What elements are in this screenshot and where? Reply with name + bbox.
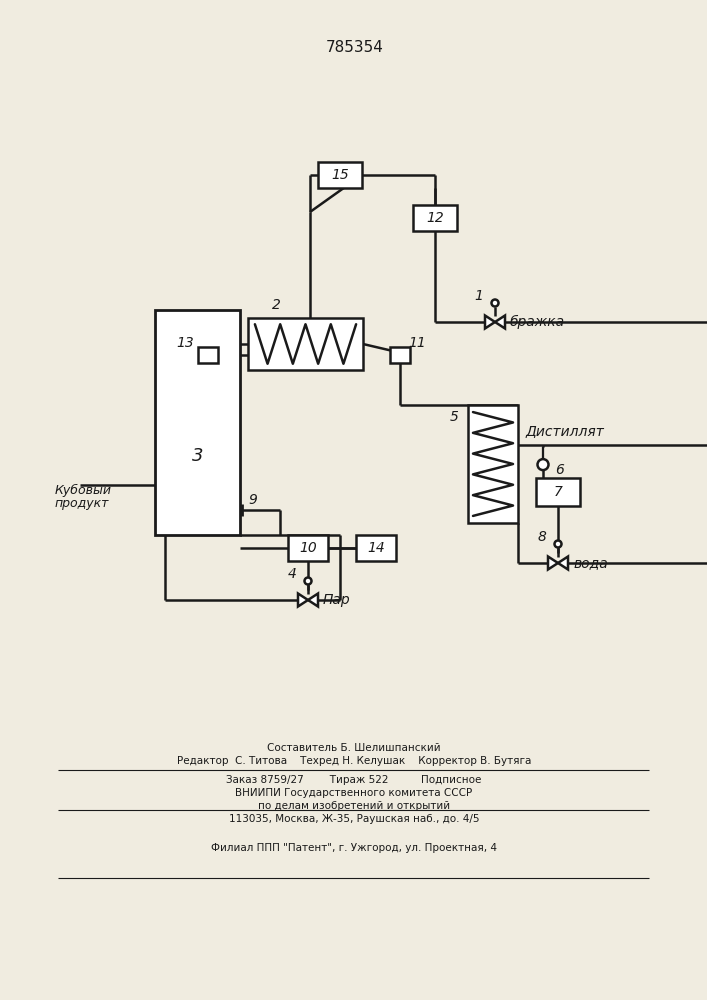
Text: 11: 11 <box>408 336 426 350</box>
Bar <box>356 535 396 561</box>
Polygon shape <box>485 316 495 328</box>
Text: 14: 14 <box>367 541 385 555</box>
Text: 8: 8 <box>537 530 547 544</box>
Polygon shape <box>298 593 308 606</box>
Text: 13: 13 <box>176 336 194 350</box>
Text: 113035, Москва, Ж-35, Раушская наб., до. 4/5: 113035, Москва, Ж-35, Раушская наб., до.… <box>229 814 479 824</box>
Text: бражка: бражка <box>510 315 565 329</box>
Text: 4: 4 <box>288 567 296 581</box>
Text: 9: 9 <box>248 493 257 507</box>
Text: по делам изобретений и открытий: по делам изобретений и открытий <box>258 801 450 811</box>
Text: Филиал ППП "Патент", г. Ужгород, ул. Проектная, 4: Филиал ППП "Патент", г. Ужгород, ул. Про… <box>211 843 497 853</box>
Bar <box>155 310 240 535</box>
Bar <box>198 347 218 363</box>
Text: 7: 7 <box>554 485 563 499</box>
Text: Кубовый: Кубовый <box>55 483 112 497</box>
Bar <box>536 478 580 506</box>
Text: продукт: продукт <box>55 496 110 510</box>
Bar <box>318 162 362 188</box>
Bar <box>288 535 328 561</box>
Bar <box>468 405 518 523</box>
Text: 2: 2 <box>272 298 281 312</box>
Text: Дистиллят: Дистиллят <box>526 424 605 438</box>
Text: 12: 12 <box>426 211 444 225</box>
Circle shape <box>537 459 549 470</box>
Text: Редактор  С. Титова    Техред Н. Келушак    Корректор В. Бутяга: Редактор С. Титова Техред Н. Келушак Кор… <box>177 756 531 766</box>
Polygon shape <box>548 556 558 570</box>
Text: 15: 15 <box>331 168 349 182</box>
Polygon shape <box>558 556 568 570</box>
Polygon shape <box>495 316 505 328</box>
Text: 10: 10 <box>299 541 317 555</box>
Text: 785354: 785354 <box>326 39 384 54</box>
Text: 3: 3 <box>192 447 203 465</box>
Circle shape <box>305 578 312 584</box>
Bar <box>413 205 457 231</box>
Bar <box>390 347 410 363</box>
Text: вода: вода <box>573 556 608 570</box>
Text: Составитель Б. Шелишпанский: Составитель Б. Шелишпанский <box>267 743 440 753</box>
Polygon shape <box>308 593 318 606</box>
Text: 1: 1 <box>474 289 484 303</box>
Text: Заказ 8759/27        Тираж 522          Подписное: Заказ 8759/27 Тираж 522 Подписное <box>226 775 481 785</box>
Text: 5: 5 <box>450 410 458 424</box>
Text: Пар: Пар <box>323 593 351 607</box>
Circle shape <box>491 300 498 306</box>
Bar <box>248 318 363 370</box>
Text: ВНИИПИ Государственного комитета СССР: ВНИИПИ Государственного комитета СССР <box>235 788 472 798</box>
Text: 6: 6 <box>555 463 564 477</box>
Circle shape <box>554 540 561 548</box>
